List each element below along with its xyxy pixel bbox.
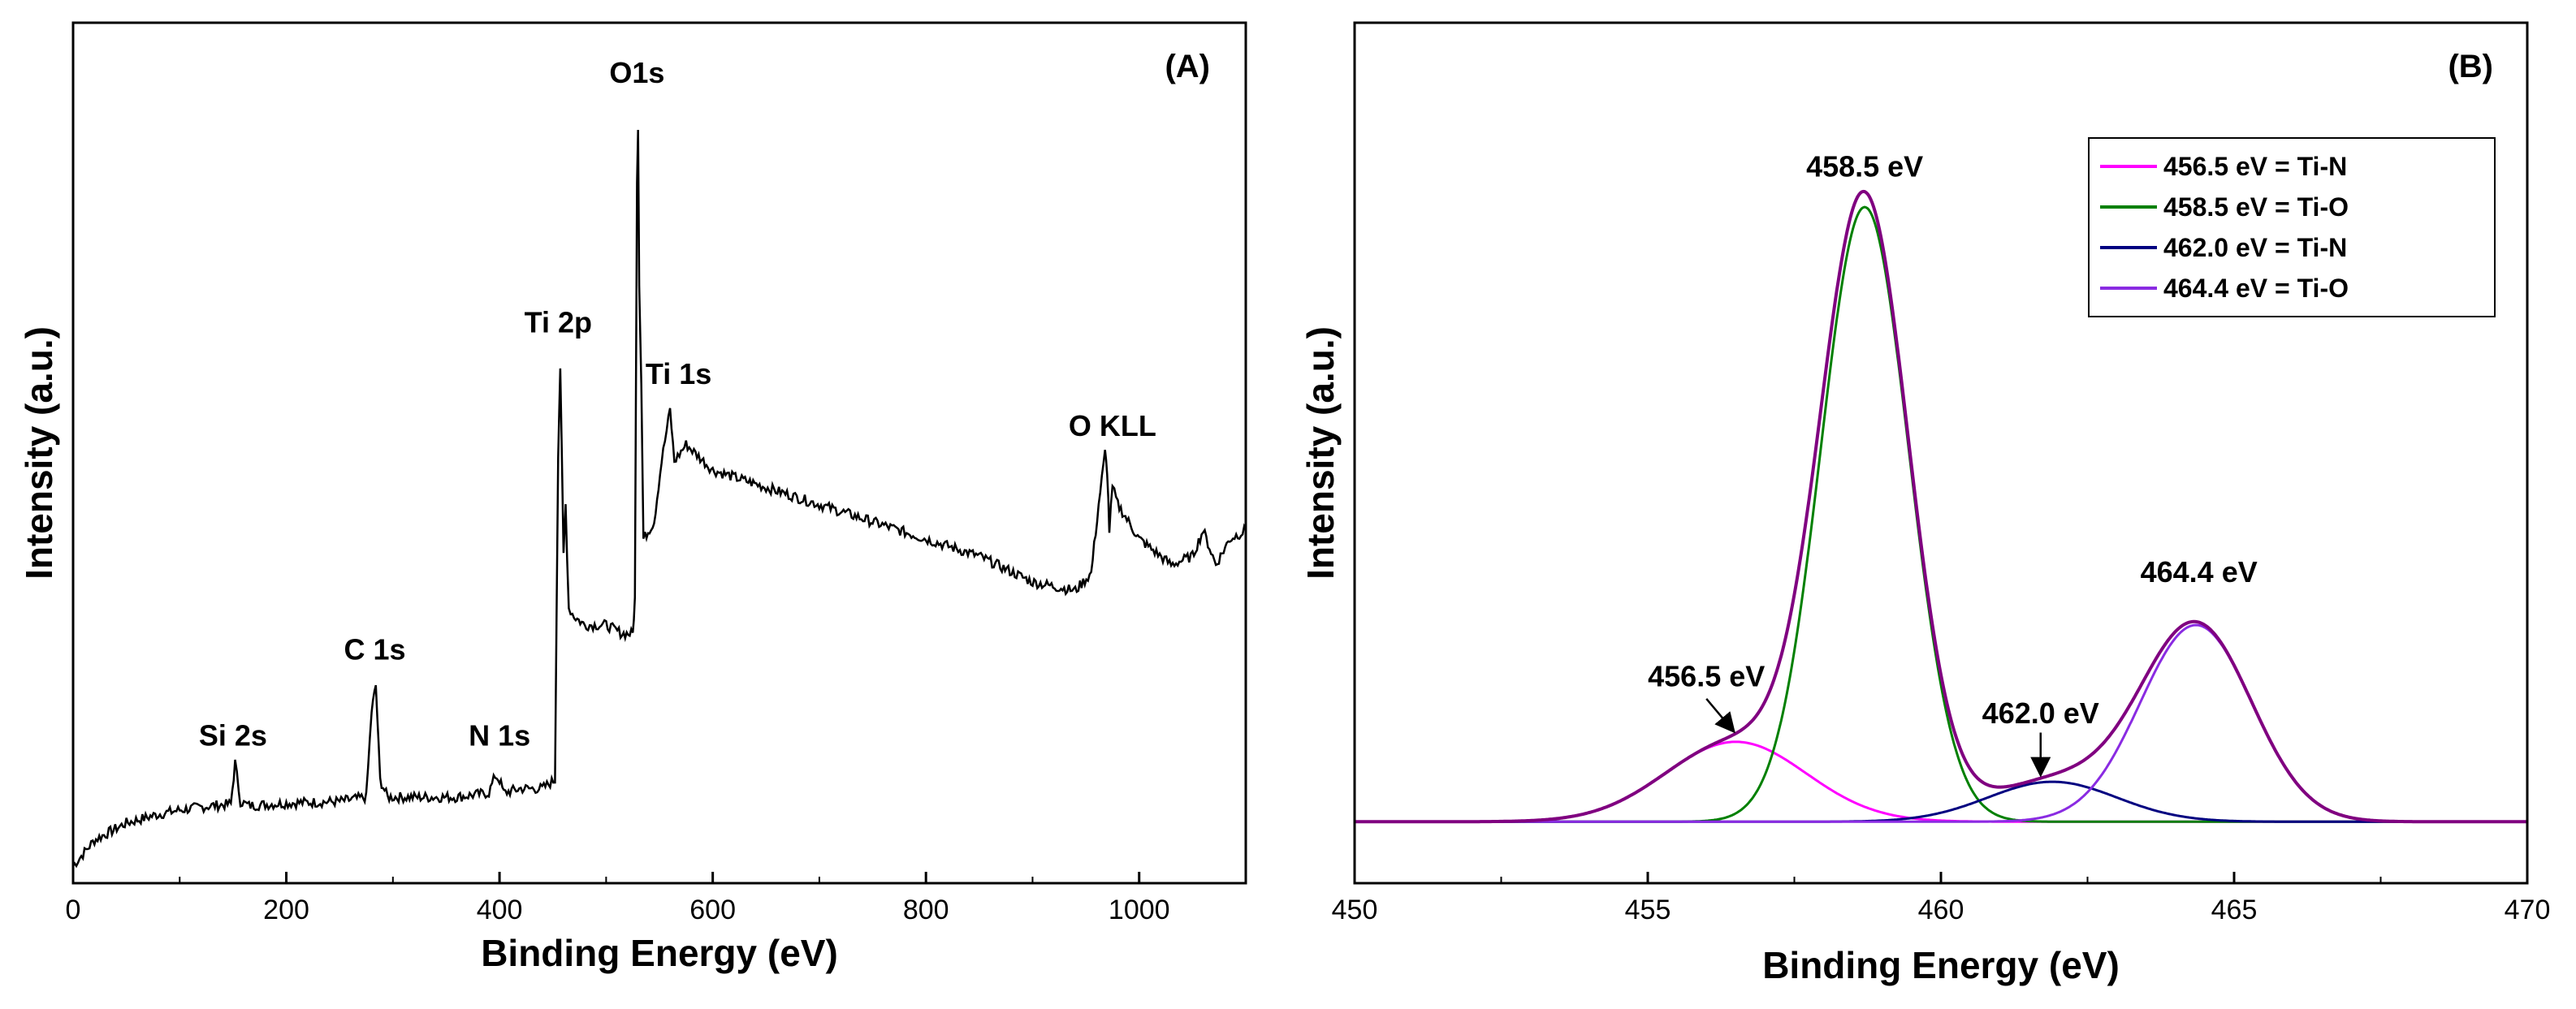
- panel-a-label: (A): [1165, 49, 1210, 84]
- panel-a-peak-label: C 1s: [344, 632, 405, 666]
- panel-b-envelope-line: [1355, 189, 2527, 824]
- panel-a-peak-label: N 1s: [469, 718, 530, 752]
- panel-b-component-line: [1355, 623, 2527, 823]
- panel-a-x-tick-label: 0: [66, 895, 81, 925]
- panel-b-x-axis-label: Binding Energy (eV): [1762, 944, 2120, 986]
- panel-b-peak-label: 458.5 eV: [1806, 149, 1923, 183]
- panel-b-legend: 456.5 eV = Ti-N 458.5 eV = Ti-O 462.0 eV =…: [2088, 137, 2496, 317]
- panel-b-legend-label: 462.0 eV = Ti-N: [2163, 233, 2347, 262]
- panel-a-x-axis-label: Binding Energy (eV): [481, 932, 838, 974]
- panel-b-ti2p-chart: 450 455 460 465 470 458.5 eV 456.5 eV 462.0 eV…: [1299, 21, 2551, 986]
- panel-b-legend-label: 456.5 eV = Ti-N: [2163, 152, 2347, 181]
- panel-a-ticks-group: 0 200 400 600 800 1000: [66, 872, 1170, 925]
- panel-a-x-tick-label: 800: [903, 895, 949, 925]
- panel-a-series-group: [71, 129, 1247, 869]
- panel-b-x-tick-label: 465: [2211, 895, 2258, 925]
- panel-a-annotations-group: Si 2s C 1s N 1s Ti 2p O1s Ti 1s O KLL: [199, 56, 1156, 752]
- panel-b-x-tick-label: 460: [1918, 895, 1964, 925]
- panel-b-ticks-group: 450 455 460 465 470: [1332, 872, 2551, 925]
- panel-a-peak-label: O1s: [609, 56, 664, 89]
- panel-a-survey-line: [71, 129, 1247, 869]
- panel-a-peak-label: Ti 2p: [525, 306, 592, 339]
- panel-b-label: (B): [2448, 49, 2493, 84]
- panel-b-legend-label: 458.5 eV = Ti-O: [2163, 192, 2349, 222]
- panel-a-plot-frame: [71, 21, 1247, 885]
- panel-a-y-axis-label: Intensity (a.u.): [18, 326, 60, 580]
- panel-b-y-axis-label: Intensity (a.u.): [1299, 326, 1342, 580]
- panel-b-annotations-group: 458.5 eV 456.5 eV 462.0 eV 464.4 eV: [1648, 149, 2258, 778]
- panel-b-peak-label: 462.0 eV: [1982, 696, 2099, 730]
- panel-a-x-tick-label: 400: [477, 895, 523, 925]
- panel-a-survey-chart: 0 200 400 600 800 1000 Si 2s C 1s N 1s Ti 2p O1s T…: [18, 21, 1247, 974]
- panel-b-series-group: [1355, 189, 2527, 824]
- panel-b-component-line: [1355, 780, 2527, 823]
- panel-a-x-tick-label: 200: [263, 895, 309, 925]
- panel-a-x-tick-label: 1000: [1109, 895, 1170, 925]
- panel-a-peak-label: Ti 1s: [646, 357, 711, 390]
- panel-a-peak-label: O KLL: [1069, 409, 1156, 442]
- panel-b-peak-label: 464.4 eV: [2141, 555, 2258, 589]
- panel-b-x-tick-label: 470: [2505, 895, 2551, 925]
- panel-b-arrow-456: [1705, 698, 1735, 734]
- panel-b-x-tick-label: 455: [1625, 895, 1671, 925]
- panel-b-peak-label: 456.5 eV: [1648, 660, 1765, 693]
- panel-b-x-tick-label: 450: [1332, 895, 1378, 925]
- panel-b-component-line: [1355, 740, 2527, 823]
- panel-b-legend-label: 464.4 eV = Ti-O: [2163, 274, 2349, 303]
- panel-a-x-tick-label: 600: [689, 895, 736, 925]
- panel-a-peak-label: Si 2s: [199, 718, 267, 752]
